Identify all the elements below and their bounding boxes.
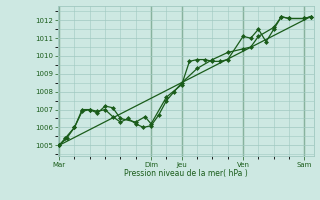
X-axis label: Pression niveau de la mer( hPa ): Pression niveau de la mer( hPa ) <box>124 169 247 178</box>
